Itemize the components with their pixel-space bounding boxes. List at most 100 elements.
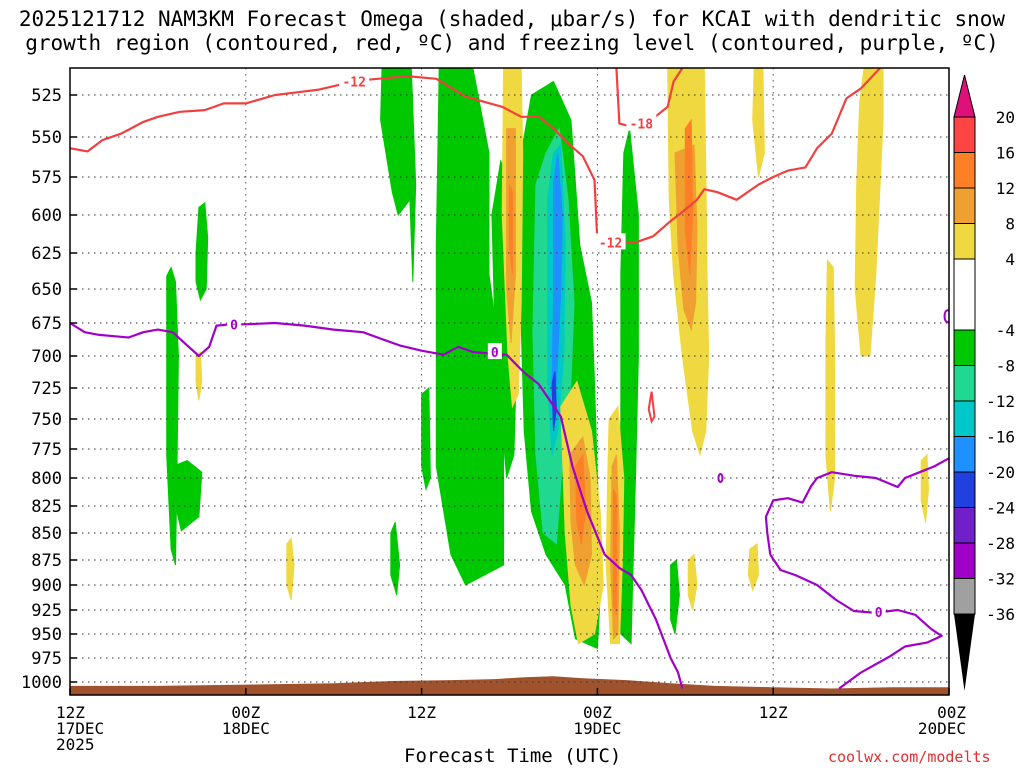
- colorbar-label-3: 8: [1005, 215, 1015, 234]
- y-tick-label-775: 775: [31, 440, 62, 460]
- y-tick-label-575: 575: [31, 168, 62, 188]
- colorbar-bin-5: [953, 329, 976, 366]
- contour-label-zero-right: 0: [875, 606, 883, 621]
- omega-region-mid-green-d: [380, 68, 417, 282]
- chart-title-line-1: 2025121712 NAM3KM Forecast Omega (shaded…: [18, 7, 1006, 31]
- y-tick-label-1000: 1000: [21, 673, 62, 693]
- colorbar-label-4: 4: [1005, 250, 1015, 269]
- colorbar-label-1: 16: [996, 144, 1015, 163]
- grid-lines: [70, 68, 949, 695]
- y-axis: 525 550 575 600 625 650 675 700 725 750 775 800 825 8…: [21, 86, 77, 693]
- x-tick-label-0-1: 12Z: [56, 703, 85, 722]
- freezing-level-contour-bottom: [769, 553, 943, 690]
- contour-label-minus-12-upper-bg: [339, 72, 370, 89]
- x-tick-label-36-1: 00Z: [583, 703, 612, 722]
- omega-region-mid-green-a: [390, 522, 401, 596]
- x-tick-label-0-3: 2025: [56, 735, 95, 754]
- chart-title-line-2: growth region (contoured, red, ºC) and f…: [25, 31, 999, 55]
- y-tick-label-925: 925: [31, 601, 62, 621]
- y-tick-label-700: 700: [31, 347, 62, 367]
- colorbar-bin-2: [953, 187, 976, 224]
- y-tick-label-850: 850: [31, 524, 62, 544]
- omega-region-mid-green-c: [435, 68, 505, 586]
- y-tick-label-650: 650: [31, 280, 62, 300]
- omega-region-ridge-dorange: [613, 488, 617, 615]
- colorbar-label-8: -16: [986, 428, 1015, 447]
- colorbar-bin-9: [953, 471, 976, 508]
- contour-label-minus-12-lower-bg: [595, 233, 626, 250]
- y-tick-label-975: 975: [31, 649, 62, 669]
- omega-region-sw-green-3: [172, 460, 203, 532]
- contour-label-minus-12-upper: -12: [342, 76, 365, 91]
- omega-region-right-dorange-main: [684, 118, 694, 275]
- credit-link[interactable]: coolwx.com/modelts: [828, 748, 991, 766]
- x-tick-label-60-2: 20DEC: [918, 719, 966, 738]
- colorbar-bin-7: [953, 400, 976, 437]
- y-tick-label-675: 675: [31, 314, 62, 334]
- colorbar-label-5: -4: [996, 321, 1015, 340]
- contour-label-zero-right-bg: [871, 602, 886, 619]
- x-tick-label-12-1: 00Z: [231, 703, 260, 722]
- omega-region-lower-dorange: [574, 453, 587, 544]
- x-tick-label-0-2: 17DEC: [56, 719, 104, 738]
- omega-region-far-yellow-5: [747, 542, 760, 592]
- omega-region-far-yellow-4: [920, 453, 930, 523]
- colorbar-label-2: 12: [996, 179, 1015, 198]
- contour-label-zero-left-bg: [227, 315, 242, 332]
- colorbar-label-11: -28: [986, 534, 1015, 553]
- omega-region-core-blue: [551, 152, 563, 407]
- dgz-contour-small-loop: [647, 391, 656, 425]
- contour-label-zero-mid-bg: [487, 343, 502, 360]
- omega-shading: [166, 68, 930, 650]
- plot-frame: [69, 67, 950, 696]
- colorbar-label-10: -24: [986, 499, 1015, 518]
- contour-label-zero-mid: 0: [491, 346, 499, 361]
- omega-region-far-yellow-2: [854, 68, 884, 357]
- y-tick-label-625: 625: [31, 244, 62, 264]
- y-tick-label-875: 875: [31, 551, 62, 571]
- y-tick-label-725: 725: [31, 379, 62, 399]
- colorbar-bin-0: [953, 116, 976, 153]
- contour-label-zero-left: 0: [230, 318, 238, 333]
- colorbar-bin-11: [953, 542, 976, 579]
- freezing-level-contour: [70, 321, 684, 689]
- terrain-fill: [70, 676, 949, 695]
- omega-region-sw-yellow-1: [195, 350, 203, 401]
- omega-region-far-yellow-1: [752, 68, 765, 178]
- colorbar-label-6: -8: [996, 357, 1015, 376]
- contour-label-minus-18-bg: [626, 114, 657, 131]
- colorbar-label-7: -12: [986, 392, 1015, 411]
- omega-region-right-yellow-small: [687, 553, 698, 611]
- colorbar-label-0: 20: [996, 108, 1015, 127]
- x-tick-label-60-1: 00Z: [937, 703, 966, 722]
- colorbar-over-triangle: [953, 74, 976, 118]
- colorbar-label-9: -20: [986, 463, 1015, 482]
- colorbar-bin-10: [953, 507, 976, 544]
- freezing-level-dot: [717, 473, 724, 483]
- omega-region-sw-green-2: [195, 201, 209, 302]
- colorbar-bin-1: [953, 152, 976, 189]
- freezing-level-edge-loop: [943, 309, 949, 324]
- colorbar-label-13: -36: [986, 605, 1015, 624]
- contour-lines: [70, 68, 949, 690]
- freezing-level-contour-lower: [764, 457, 949, 555]
- dgz-contour-minus-12: [70, 68, 881, 245]
- colorbar: 20 16 12 8 4 -4 -8 -12 -16 -20 -24 -28 -32 -36: [953, 74, 1015, 691]
- y-tick-label-800: 800: [31, 469, 62, 489]
- y-tick-label-950: 950: [31, 625, 62, 645]
- colorbar-bin-4: [953, 258, 976, 331]
- x-tick-label-36-2: 19DEC: [573, 719, 621, 738]
- x-tick-label-24-1: 12Z: [407, 703, 436, 722]
- x-tick-label-12-2: 18DEC: [222, 719, 270, 738]
- omega-region-sw-green-1: [166, 266, 179, 566]
- y-tick-label-525: 525: [31, 86, 62, 106]
- contour-label-minus-12-lower: -12: [599, 236, 622, 251]
- colorbar-label-12: -32: [986, 570, 1015, 589]
- colorbar-bin-8: [953, 436, 976, 473]
- terrain-layer: [70, 676, 949, 695]
- y-tick-label-900: 900: [31, 576, 62, 596]
- colorbar-bin-6: [953, 365, 976, 402]
- colorbar-bin-12: [953, 578, 976, 615]
